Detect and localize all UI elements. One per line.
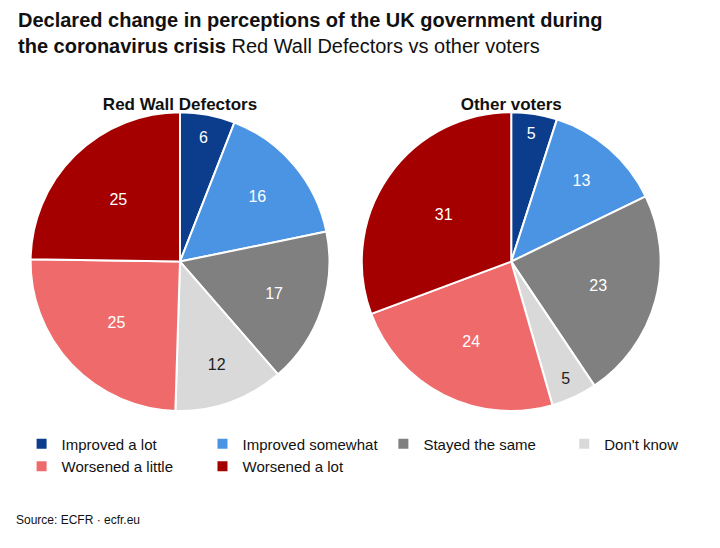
svg-text:Red Wall Defectors: Red Wall Defectors [103,95,257,114]
svg-text:Improved somewhat: Improved somewhat [242,436,378,453]
svg-text:Stayed the same: Stayed the same [423,436,536,453]
svg-text:5: 5 [561,370,570,387]
svg-text:Source: ECFR · ecfr.eu: Source: ECFR · ecfr.eu [16,513,140,527]
svg-text:5: 5 [527,125,536,142]
svg-text:25: 25 [108,314,126,331]
svg-text:31: 31 [435,206,453,223]
svg-text:Improved a lot: Improved a lot [62,436,158,453]
svg-text:Don't know: Don't know [604,436,678,453]
svg-text:17: 17 [265,285,283,302]
svg-text:Declared change in perceptions: Declared change in perceptions of the UK… [18,9,603,57]
svg-text:23: 23 [589,277,607,294]
svg-text:25: 25 [109,191,127,208]
svg-text:24: 24 [462,333,480,350]
svg-text:Worsened a little: Worsened a little [62,458,173,475]
svg-text:16: 16 [248,188,266,205]
svg-text:6: 6 [199,129,208,146]
svg-text:12: 12 [208,356,226,373]
svg-text:Other voters: Other voters [461,95,562,114]
svg-text:Worsened a lot: Worsened a lot [242,458,343,475]
svg-text:13: 13 [573,172,591,189]
